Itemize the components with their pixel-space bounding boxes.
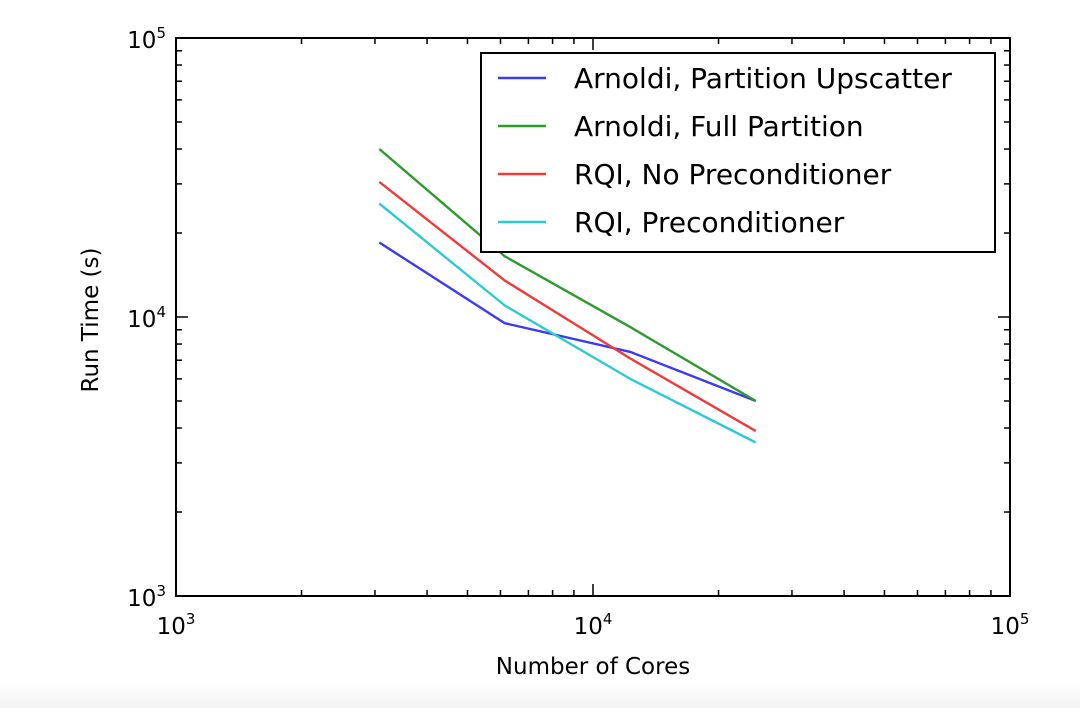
legend-label: RQI, No Preconditioner [574, 158, 892, 191]
y-tick-label: 103 [127, 582, 166, 612]
legend-box [480, 52, 996, 253]
y-tick-label: 104 [127, 303, 166, 333]
x-axis-label: Number of Cores [496, 654, 690, 680]
x-tick-label: 105 [991, 610, 1030, 640]
legend-label: Arnoldi, Full Partition [574, 110, 864, 143]
series-line-arnoldi-full-partition [378, 148, 757, 403]
y-axis-label: Run Time (s) [78, 248, 104, 393]
series-lines [378, 148, 757, 444]
plot-area-frame [175, 37, 1011, 597]
legend-label: Arnoldi, Partition Upscatter [574, 62, 952, 95]
series-line-rqi-preconditioner [378, 202, 757, 444]
legend: Arnoldi, Partition Upscatter Arnoldi, Ful… [480, 52, 996, 253]
series-line-rqi-no-preconditioner [378, 180, 757, 433]
footer-strip [0, 682, 1080, 708]
tick-labels: 103 104 105 103 104 105 [127, 24, 1029, 640]
x-tick-label: 103 [157, 610, 196, 640]
y-tick-label: 105 [127, 24, 166, 54]
legend-label: RQI, Preconditioner [574, 206, 845, 239]
x-tick-label: 104 [574, 610, 613, 640]
series-line-arnoldi-partition-upscatter [378, 241, 757, 403]
